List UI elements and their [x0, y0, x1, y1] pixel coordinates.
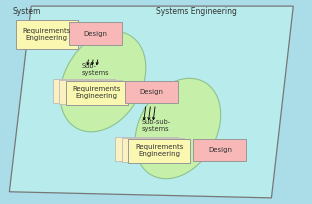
Text: Sub-sub-
systems: Sub-sub- systems [141, 119, 170, 132]
Bar [59, 80, 122, 104]
Text: Design: Design [139, 89, 163, 95]
Bar [115, 137, 178, 161]
Text: Sub-
systems: Sub- systems [82, 63, 110, 76]
Bar [122, 138, 184, 162]
Text: System: System [12, 7, 41, 16]
Text: Requirements
Engineering: Requirements Engineering [22, 28, 71, 41]
Text: Design: Design [83, 31, 107, 37]
Bar [66, 81, 128, 105]
Bar [16, 20, 78, 49]
Bar [69, 22, 122, 45]
Text: Requirements
Engineering: Requirements Engineering [72, 86, 121, 99]
Bar [128, 139, 190, 163]
Bar [66, 81, 128, 105]
Polygon shape [9, 6, 293, 198]
Text: Systems Engineering: Systems Engineering [156, 7, 237, 16]
Ellipse shape [60, 31, 146, 132]
Bar [53, 79, 115, 103]
Bar [125, 81, 178, 103]
Bar [128, 139, 190, 163]
Text: Design: Design [208, 147, 232, 153]
Text: Requirements
Engineering: Requirements Engineering [135, 144, 183, 157]
Bar [193, 139, 246, 161]
Ellipse shape [135, 78, 221, 179]
